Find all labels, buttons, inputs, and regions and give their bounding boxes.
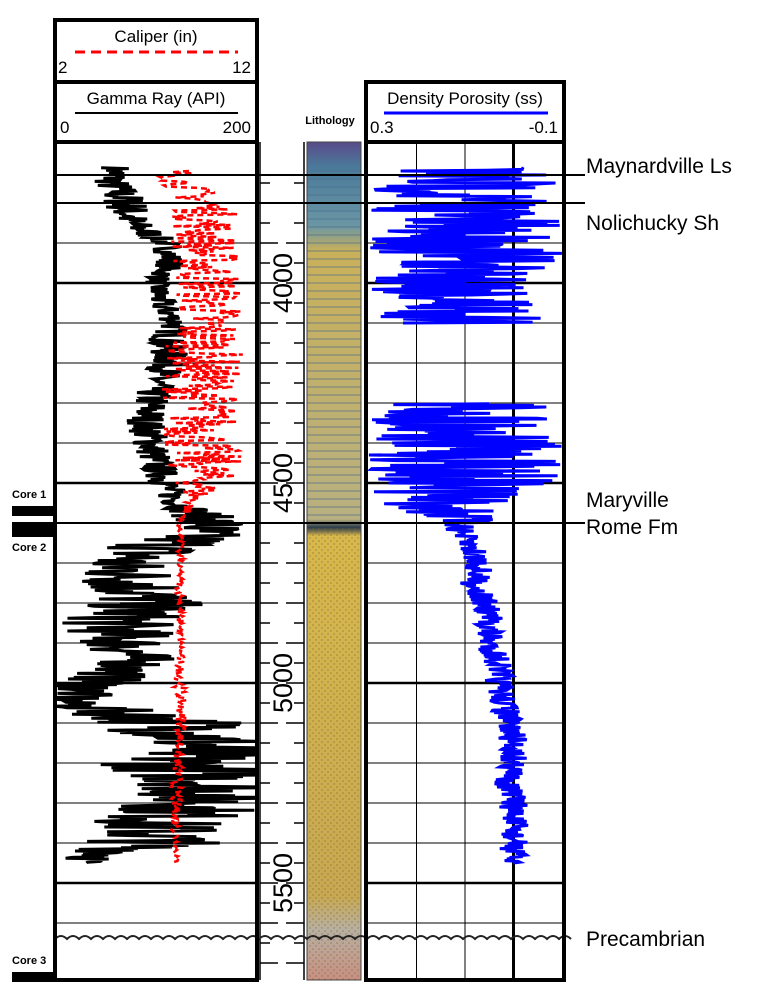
- lithology-header: Lithology: [305, 115, 355, 127]
- right-header: Density Porosity (ss) 0.3 -0.1: [364, 80, 566, 144]
- core-marker-bar: [12, 522, 56, 532]
- porosity-header-min: 0.3: [370, 118, 394, 137]
- unconformity-line: [54, 935, 572, 941]
- porosity-header-title: Density Porosity (ss): [387, 89, 543, 108]
- depth-label: 4500: [268, 453, 298, 513]
- lithology-frame: [306, 141, 362, 981]
- depth-label: 5000: [268, 653, 298, 713]
- density-porosity-curve: [368, 166, 562, 865]
- gamma-ray-curve: [57, 166, 255, 865]
- core-markers: Core 1 Core 2 Core 3: [12, 489, 56, 982]
- lithology-column: [306, 141, 362, 981]
- caliper-header-title: Caliper (in): [114, 27, 197, 46]
- gamma-header-title: Gamma Ray (API): [87, 89, 226, 108]
- lithology-sand-texture: [307, 525, 361, 980]
- formation-label: Nolichucky Sh: [586, 212, 719, 235]
- formation-labels: Maynardville Ls Nolichucky Sh Maryville Rom…: [586, 155, 732, 951]
- gamma-header-max: 200: [223, 118, 251, 137]
- depth-label: 5500: [268, 853, 298, 913]
- depth-label: 4000: [268, 253, 298, 313]
- formation-label: Maynardville Ls: [586, 155, 732, 178]
- right-track-border: [364, 140, 566, 982]
- core-label: Core 1: [12, 489, 46, 501]
- porosity-header-max: -0.1: [529, 118, 558, 137]
- left-header: Caliper (in) 2 12 Gamma Ray (API) 0 200: [53, 18, 259, 144]
- core-label: Core 2: [12, 542, 46, 554]
- lithology-stripes: [307, 165, 361, 525]
- formation-label: Rome Fm: [586, 516, 678, 539]
- caliper-curve: [155, 169, 244, 864]
- caliper-header-min: 2: [58, 58, 67, 77]
- core-marker-bar: [12, 506, 56, 516]
- formation-label: Precambrian: [586, 928, 705, 951]
- depth-track: 4000 4500 5000 5500: [259, 142, 305, 980]
- core-marker-bar: [12, 972, 56, 982]
- gamma-header-min: 0: [60, 118, 69, 137]
- caliper-header-max: 12: [232, 58, 251, 77]
- core-label: Core 3: [12, 955, 46, 967]
- formation-label: Maryville: [586, 489, 669, 512]
- core-marker-bar: [12, 529, 56, 537]
- formation-boundaries: [54, 174, 585, 941]
- left-track-border: [53, 140, 259, 982]
